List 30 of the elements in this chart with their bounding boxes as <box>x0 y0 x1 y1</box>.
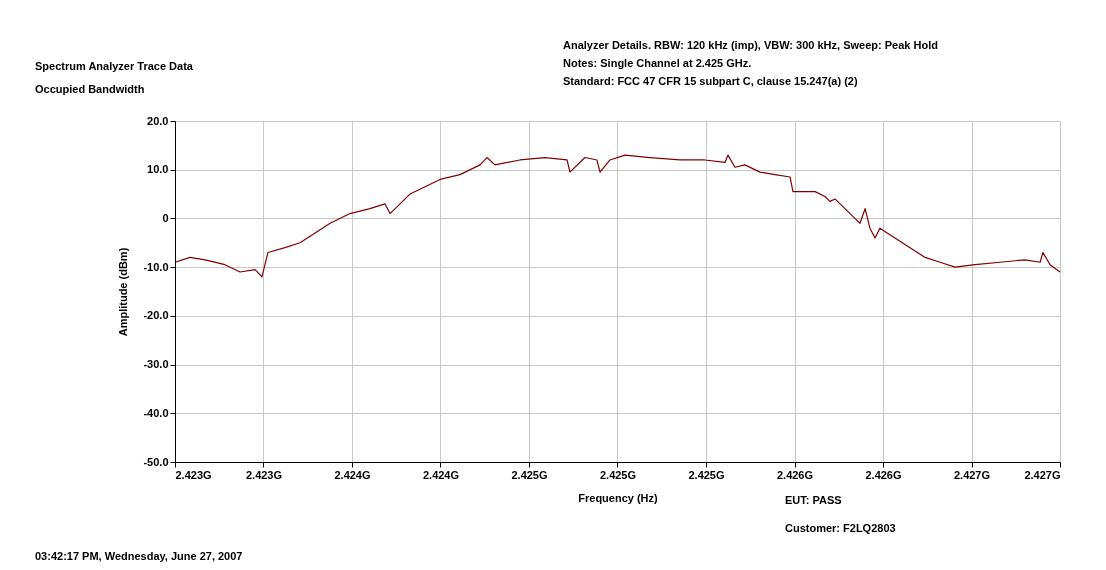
y-tick-label: -40.0 <box>143 406 169 419</box>
y-tick-label: -20.0 <box>143 309 169 322</box>
x-tick-label: 2.427G <box>953 468 991 481</box>
x-tick-label: 2.427G <box>1024 468 1061 481</box>
x-tick-label: 2.424G <box>422 468 460 481</box>
y-tick-label: 20.0 <box>147 114 169 127</box>
line-series <box>174 154 1061 278</box>
chart-subtitle: Occupied Bandwidth <box>35 83 145 95</box>
x-tick-label: 2.423G <box>245 468 283 481</box>
y-tick-label: -30.0 <box>143 358 169 371</box>
chart-title: Spectrum Analyzer Trace Data <box>35 60 194 72</box>
text: EUT: PASS <box>785 494 842 506</box>
text: Standard: FCC 47 CFR 15 subpart C, clause 15.247(a) (2) <box>563 75 858 87</box>
y-axis-title: Amplitude (dBm) <box>117 247 130 337</box>
x-tick-label: 2.425G <box>688 468 725 481</box>
text: Customer: F2LQ2803 <box>785 522 896 534</box>
text: Analyzer Details. RBW: 120 kHz (imp), VBW: 300 kHz, Sweep: Peak Hold <box>563 39 938 51</box>
y-tick-label: 0 <box>162 211 169 224</box>
y-tick-label: -10.0 <box>143 260 169 273</box>
x-tick-label: 2.425G <box>511 468 548 481</box>
x-axis-title: Frequency (Hz) <box>578 491 659 504</box>
x-tick-label: 2.426G <box>776 468 814 481</box>
x-tick-label: 2.426G <box>865 468 902 481</box>
x-tick-label: 2.423G <box>175 468 212 481</box>
text: Notes: Single Channel at 2.425 GHz. <box>563 57 752 69</box>
x-tick-label: 2.424G <box>334 468 371 481</box>
y-tick-label: -50.0 <box>143 455 169 468</box>
y-tick-label: 10.0 <box>147 163 169 176</box>
text: 03:42:17 PM, Wednesday, June 27, 2007 <box>35 550 243 562</box>
x-tick-label: 2.425G <box>599 468 637 481</box>
